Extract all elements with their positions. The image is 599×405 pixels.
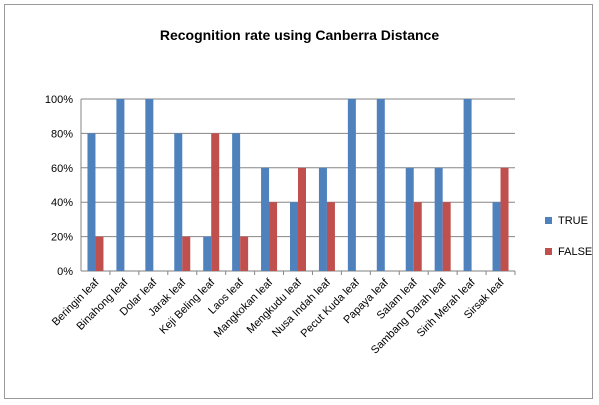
bar-true <box>463 99 472 271</box>
bar-true <box>405 167 414 271</box>
bar-true <box>116 99 125 271</box>
bar-true <box>261 167 270 271</box>
bar-true <box>232 133 241 271</box>
bar-true <box>87 133 96 271</box>
y-tick-label: 80% <box>51 128 73 140</box>
bar-true <box>434 167 443 271</box>
bar-true <box>347 99 356 271</box>
legend-label-false: FALSE <box>558 245 593 258</box>
bar-false <box>326 202 335 271</box>
chart-frame: Recognition rate using Canberra Distance… <box>4 4 593 399</box>
bar-false <box>95 236 104 271</box>
bar-false <box>442 202 451 271</box>
bar-false <box>269 202 278 271</box>
bar-false <box>500 167 509 271</box>
bar-true <box>376 99 385 271</box>
bar-true <box>290 202 298 271</box>
chart-legend: TRUE FALSE <box>545 205 592 267</box>
y-tick-label: 0% <box>57 266 73 278</box>
bar-true <box>318 167 327 271</box>
bar-true <box>203 236 212 271</box>
y-tick-label: 100% <box>45 94 73 106</box>
bar-false <box>211 133 220 271</box>
bar-false <box>413 202 422 271</box>
y-tick-label: 20% <box>51 232 73 244</box>
bar-false <box>240 236 249 271</box>
chart-title: Recognition rate using Canberra Distance <box>159 27 440 43</box>
legend-label-true: TRUE <box>558 214 588 227</box>
bar-false <box>298 167 306 271</box>
bar-true <box>174 133 183 271</box>
legend-item-true: TRUE <box>545 205 592 236</box>
bar-true <box>492 202 501 271</box>
y-tick-label: 40% <box>51 197 73 209</box>
legend-item-false: FALSE <box>545 236 592 267</box>
bar-false <box>182 236 191 271</box>
bar-true <box>145 99 154 271</box>
legend-swatch-true <box>545 217 552 224</box>
y-tick-label: 60% <box>51 163 73 175</box>
legend-swatch-false <box>545 248 552 255</box>
bar-chart: 0%20%40%60%80%100%Beringin leafBinahong … <box>45 94 516 356</box>
